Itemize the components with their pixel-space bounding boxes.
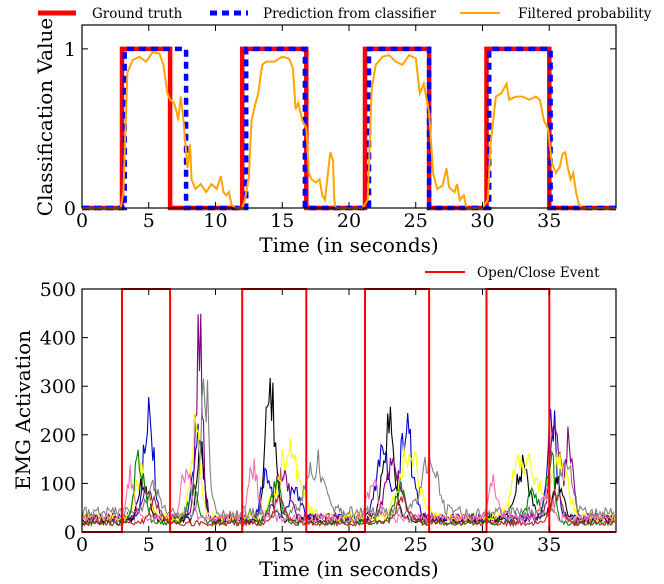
chart2-ytick-label-200: 200 bbox=[40, 425, 76, 447]
chart1-xtick-label-20: 20 bbox=[337, 210, 361, 232]
chart1-xtick-label-5: 5 bbox=[143, 210, 155, 232]
chart1-xtick-label-15: 15 bbox=[270, 210, 294, 232]
chart2-xtick-label-10: 10 bbox=[203, 534, 227, 556]
chart2-xtick-label-25: 25 bbox=[404, 534, 428, 556]
chart2-ticks: 0 5 10 15 20 25 30 35 0 100 200 300 400 500 bbox=[40, 279, 616, 556]
chart1-series bbox=[82, 46, 616, 211]
legend-prediction-label: Prediction from classifier bbox=[263, 6, 437, 22]
legend-filtered-label: Filtered probability bbox=[518, 6, 652, 22]
chart1-xtick-label-35: 35 bbox=[537, 210, 561, 232]
chart1-x-axis-label: Time (in seconds) bbox=[259, 233, 438, 257]
chart1-series-0 bbox=[82, 46, 616, 211]
chart2-ytick-label-0: 0 bbox=[64, 522, 76, 544]
emg-chart: Open/Close Event 0 5 10 15 20 25 30 35 0 100 200 30… bbox=[11, 265, 617, 581]
chart2-y-axis-label: EMG Activation bbox=[11, 330, 35, 490]
chart2-legend: Open/Close Event bbox=[425, 265, 600, 281]
chart1-xtick-label-0: 0 bbox=[76, 210, 88, 232]
chart2-series bbox=[81, 288, 616, 533]
legend-event-label: Open/Close Event bbox=[477, 265, 600, 281]
chart2-ytick-label-300: 300 bbox=[40, 376, 76, 398]
chart1-legend: Ground truth Prediction from classifier … bbox=[38, 6, 652, 22]
chart2-x-axis-label: Time (in seconds) bbox=[259, 557, 438, 581]
chart2-xtick-label-5: 5 bbox=[143, 534, 155, 556]
chart1-ticks: 0 5 10 15 20 25 30 35 0 1 bbox=[64, 25, 616, 232]
chart2-ytick-label-400: 400 bbox=[40, 328, 76, 350]
chart2-xtick-label-30: 30 bbox=[470, 534, 494, 556]
emg-channel-1 bbox=[81, 377, 616, 526]
classification-chart: Ground truth Prediction from classifier … bbox=[33, 6, 652, 257]
chart2-ytick-label-100: 100 bbox=[40, 473, 76, 495]
chart1-ytick-label-0: 0 bbox=[64, 198, 76, 220]
chart1-y-axis-label: Classification Value bbox=[33, 18, 57, 216]
chart1-ytick-label-1: 1 bbox=[64, 39, 76, 61]
chart1-xtick-label-30: 30 bbox=[470, 210, 494, 232]
legend-ground-truth-label: Ground truth bbox=[92, 6, 183, 22]
chart1-series-1 bbox=[82, 46, 616, 211]
chart1-xtick-label-25: 25 bbox=[404, 210, 428, 232]
chart2-xtick-label-20: 20 bbox=[337, 534, 361, 556]
emg-channel-2 bbox=[81, 313, 616, 524]
chart2-ytick-label-500: 500 bbox=[40, 279, 76, 301]
chart1-series-2 bbox=[82, 50, 616, 209]
chart2-xtick-label-35: 35 bbox=[537, 534, 561, 556]
chart2-xtick-label-15: 15 bbox=[270, 534, 294, 556]
chart1-xtick-label-10: 10 bbox=[203, 210, 227, 232]
chart2-xtick-label-0: 0 bbox=[76, 534, 88, 556]
chart1-frame bbox=[81, 24, 617, 209]
